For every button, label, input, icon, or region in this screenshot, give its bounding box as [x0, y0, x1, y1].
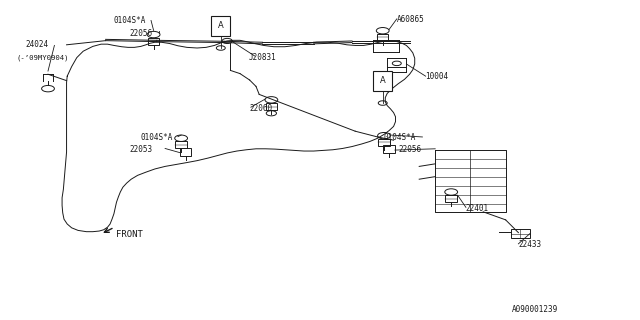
Text: 22056: 22056	[398, 145, 421, 154]
Bar	[511, 229, 530, 238]
Text: 0104S*A: 0104S*A	[384, 133, 417, 142]
Bar	[180, 148, 191, 156]
Text: J20831: J20831	[248, 53, 276, 62]
Text: 10004: 10004	[426, 72, 449, 81]
Text: 0104S*A: 0104S*A	[114, 16, 147, 25]
FancyBboxPatch shape	[211, 16, 230, 36]
FancyArrowPatch shape	[104, 228, 112, 232]
Bar	[383, 145, 395, 153]
Bar	[148, 38, 159, 45]
Text: (-’09MY0904): (-’09MY0904)	[16, 54, 68, 61]
Text: A60865: A60865	[397, 15, 424, 24]
Bar	[378, 139, 390, 146]
Text: 24024: 24024	[26, 40, 49, 49]
Text: 22401: 22401	[466, 204, 489, 213]
Text: 22060: 22060	[250, 104, 273, 113]
Text: 0104S*A: 0104S*A	[141, 133, 173, 142]
Text: 22053: 22053	[129, 145, 152, 154]
Text: A: A	[218, 21, 223, 30]
Bar	[266, 103, 277, 110]
Bar	[175, 141, 187, 148]
Bar	[445, 195, 457, 202]
FancyBboxPatch shape	[373, 71, 392, 91]
Text: FRONT: FRONT	[116, 230, 143, 239]
Text: 22056: 22056	[129, 29, 152, 38]
Text: 22433: 22433	[518, 240, 541, 249]
Bar	[377, 34, 388, 41]
Text: A: A	[380, 76, 385, 85]
Text: A090001239: A090001239	[512, 305, 558, 314]
